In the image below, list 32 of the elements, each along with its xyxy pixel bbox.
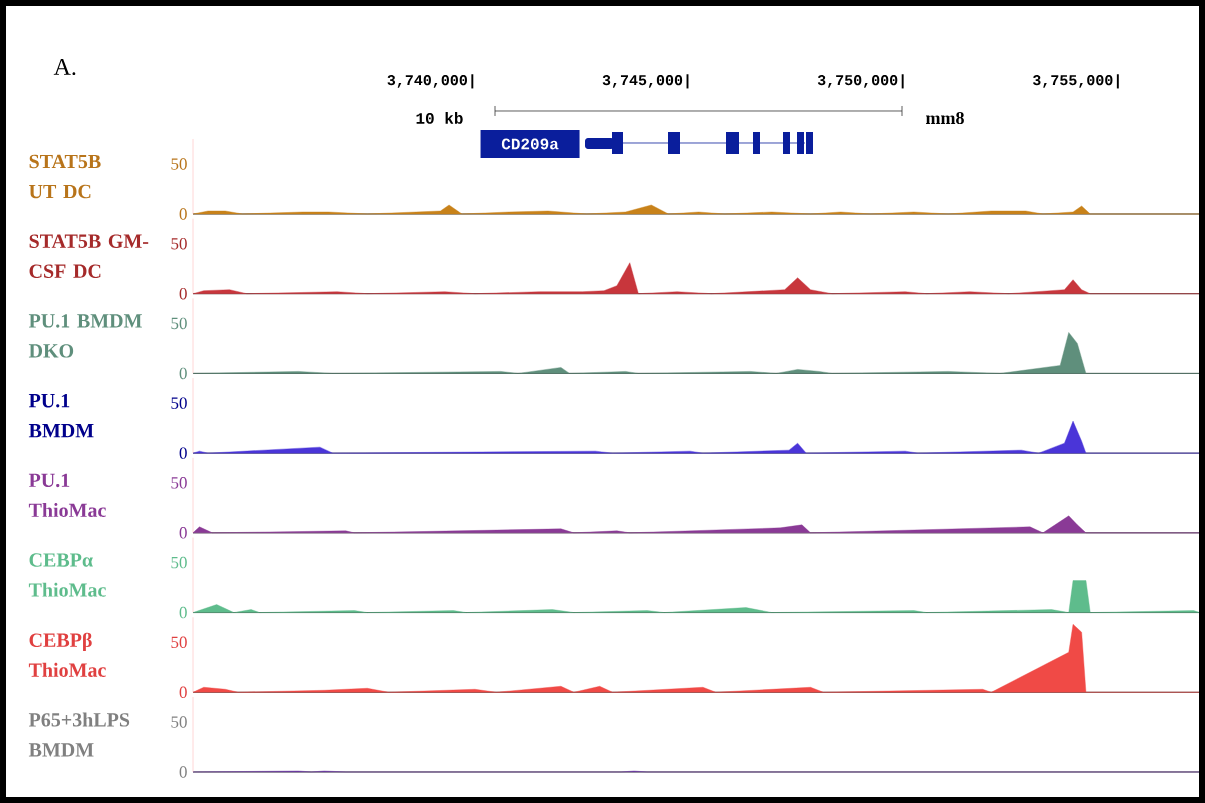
y-tick-label: 0: [179, 766, 187, 778]
y-tick-label: 0: [179, 447, 187, 459]
y-tick-label: 50: [171, 716, 187, 728]
y-axis-title: P65+3hLPS BMDM: [28, 712, 130, 757]
y-tick-label: 50: [171, 397, 187, 409]
x-tick-label: 3,755,000|: [1033, 74, 1119, 89]
y-axis-title: CEBPα ThioMac: [28, 553, 106, 597]
text: mm8: [925, 111, 964, 125]
y-tick-label: 0: [179, 606, 187, 619]
y-tick-label: 50: [171, 636, 187, 649]
y-axis-title: STAT5B UT DC: [29, 154, 101, 199]
y-tick-label: 50: [171, 556, 187, 569]
y-tick-label: 0: [179, 208, 187, 220]
y-axis-title: PU.1 BMDM: [28, 393, 94, 438]
y-axis-title: STAT5B GM-CSF DC: [29, 234, 149, 278]
x-tick-label: 3,750,000|: [817, 74, 904, 89]
y-tick-label: 50: [171, 477, 187, 489]
text: 10 kb: [416, 112, 463, 124]
y-tick-label: 50: [171, 158, 187, 170]
y-tick-label: 50: [171, 237, 187, 250]
y-tick-label: 0: [179, 686, 187, 699]
y-tick-label: 50: [171, 317, 187, 330]
chart-title: A.: [53, 58, 76, 76]
x-tick-label: 3,740,000|: [387, 74, 474, 89]
annotation: CD209a: [501, 138, 559, 150]
y-axis-title: CEBPβ ThioMac: [28, 632, 106, 677]
x-tick-label: 3,745,000|: [602, 74, 689, 89]
y-tick-label: 0: [179, 367, 187, 380]
y-axis-title: PU.1 BMDM DKO: [28, 314, 142, 358]
y-tick-label: 0: [179, 287, 187, 300]
y-tick-label: 0: [179, 527, 187, 539]
y-axis-title: PU.1 ThioMac: [28, 473, 106, 518]
